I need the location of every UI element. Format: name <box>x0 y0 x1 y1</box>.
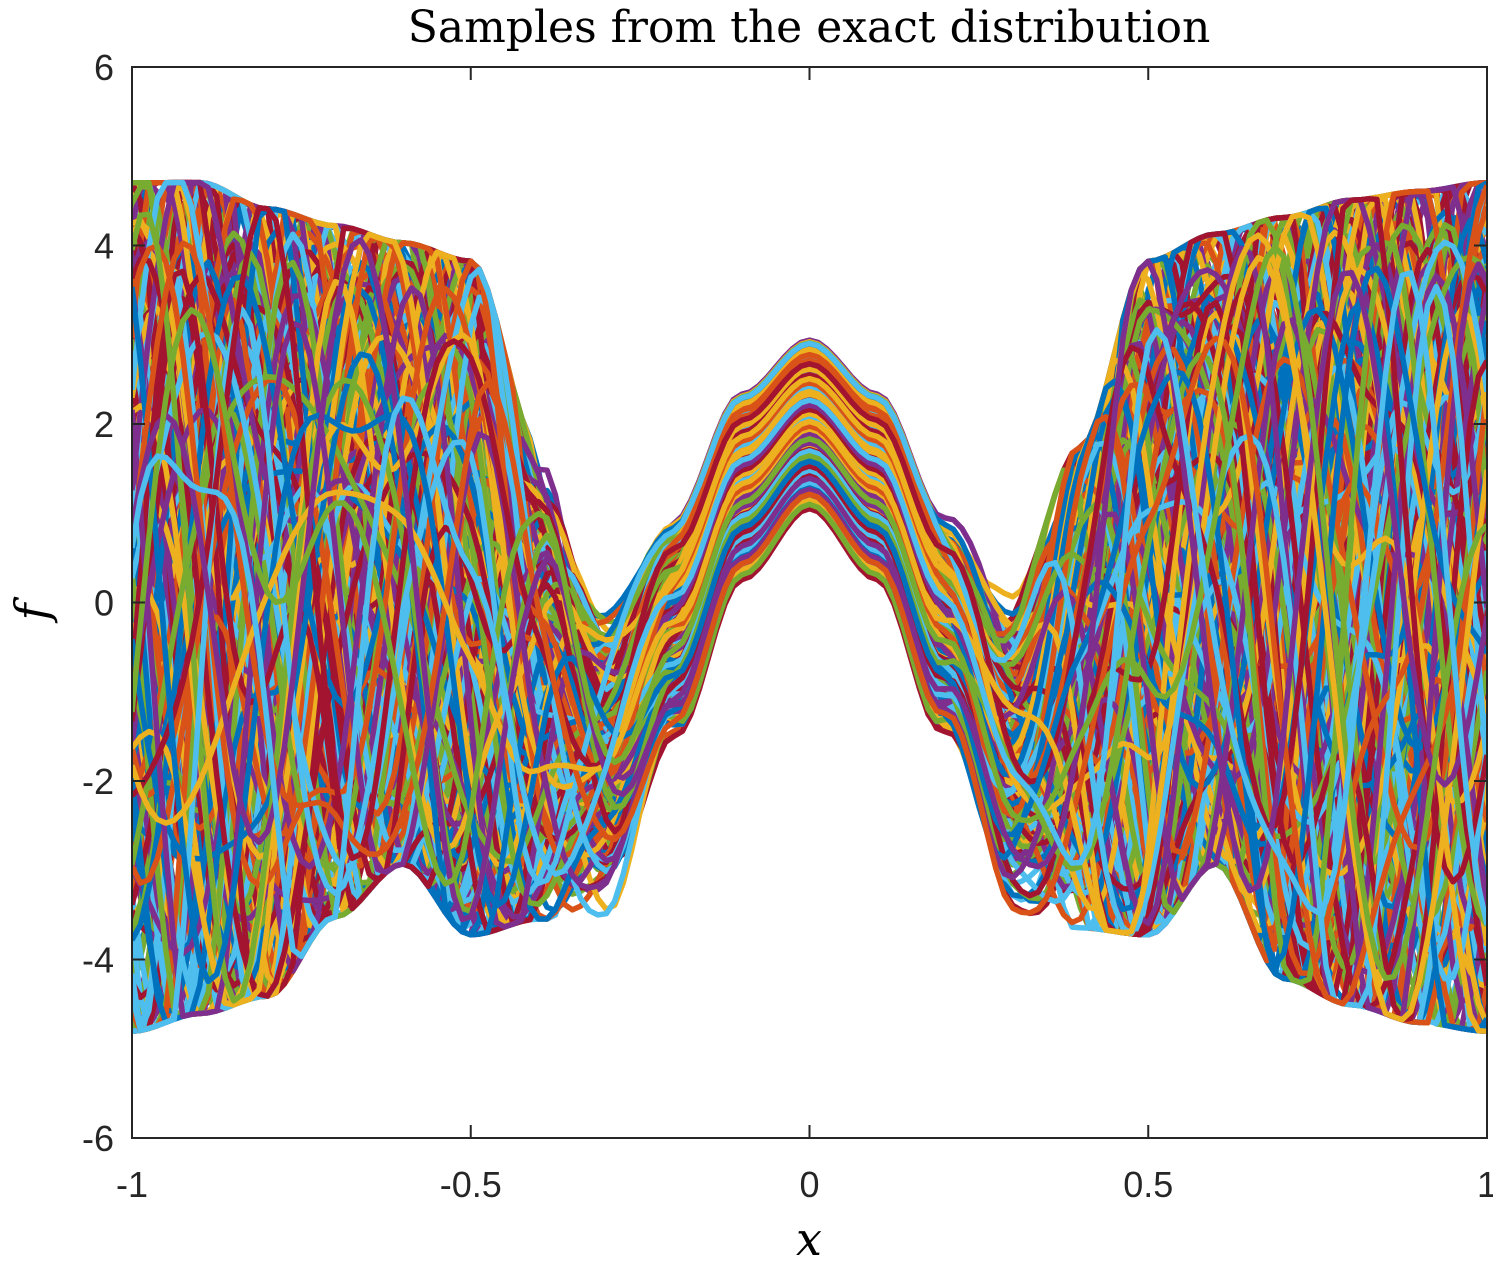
x-tick-label: 0.5 <box>1123 1164 1173 1205</box>
axis-ticks: -1 -0.5 0 0.5 1 -6 -4 -2 0 2 4 6 <box>82 47 1493 1205</box>
x-tick-label: -0.5 <box>440 1164 502 1205</box>
x-tick-label: -1 <box>116 1164 148 1205</box>
sample-line <box>132 211 1487 1004</box>
sample-line <box>132 283 1487 1034</box>
y-tick-label: 6 <box>94 47 114 88</box>
sample-line <box>132 237 1487 923</box>
sample-line <box>132 278 1487 1008</box>
sample-line <box>132 232 1487 1023</box>
y-tick-label: -4 <box>82 940 114 981</box>
x-axis-label: x <box>796 1212 822 1263</box>
sample-line <box>132 268 1487 1023</box>
x-tick-label: 0 <box>799 1164 819 1205</box>
sample-line <box>132 244 1487 981</box>
x-tick-label: 1 <box>1477 1164 1493 1205</box>
y-tick-label: 2 <box>94 404 114 445</box>
sample-line <box>132 245 1487 1007</box>
y-axis-label: f <box>5 597 59 624</box>
sample-line <box>132 270 1487 960</box>
sample-lines <box>132 179 1487 1034</box>
y-tick-label: 4 <box>94 226 114 267</box>
sample-line <box>132 240 1487 1007</box>
y-tick-label: 0 <box>94 583 114 624</box>
sample-line <box>132 196 1487 885</box>
sample-line <box>132 254 1487 1034</box>
y-tick-label: -6 <box>82 1118 114 1159</box>
chart-title: Samples from the exact distribution <box>408 2 1211 53</box>
y-tick-label: -2 <box>82 761 114 802</box>
sample-line <box>132 265 1487 985</box>
